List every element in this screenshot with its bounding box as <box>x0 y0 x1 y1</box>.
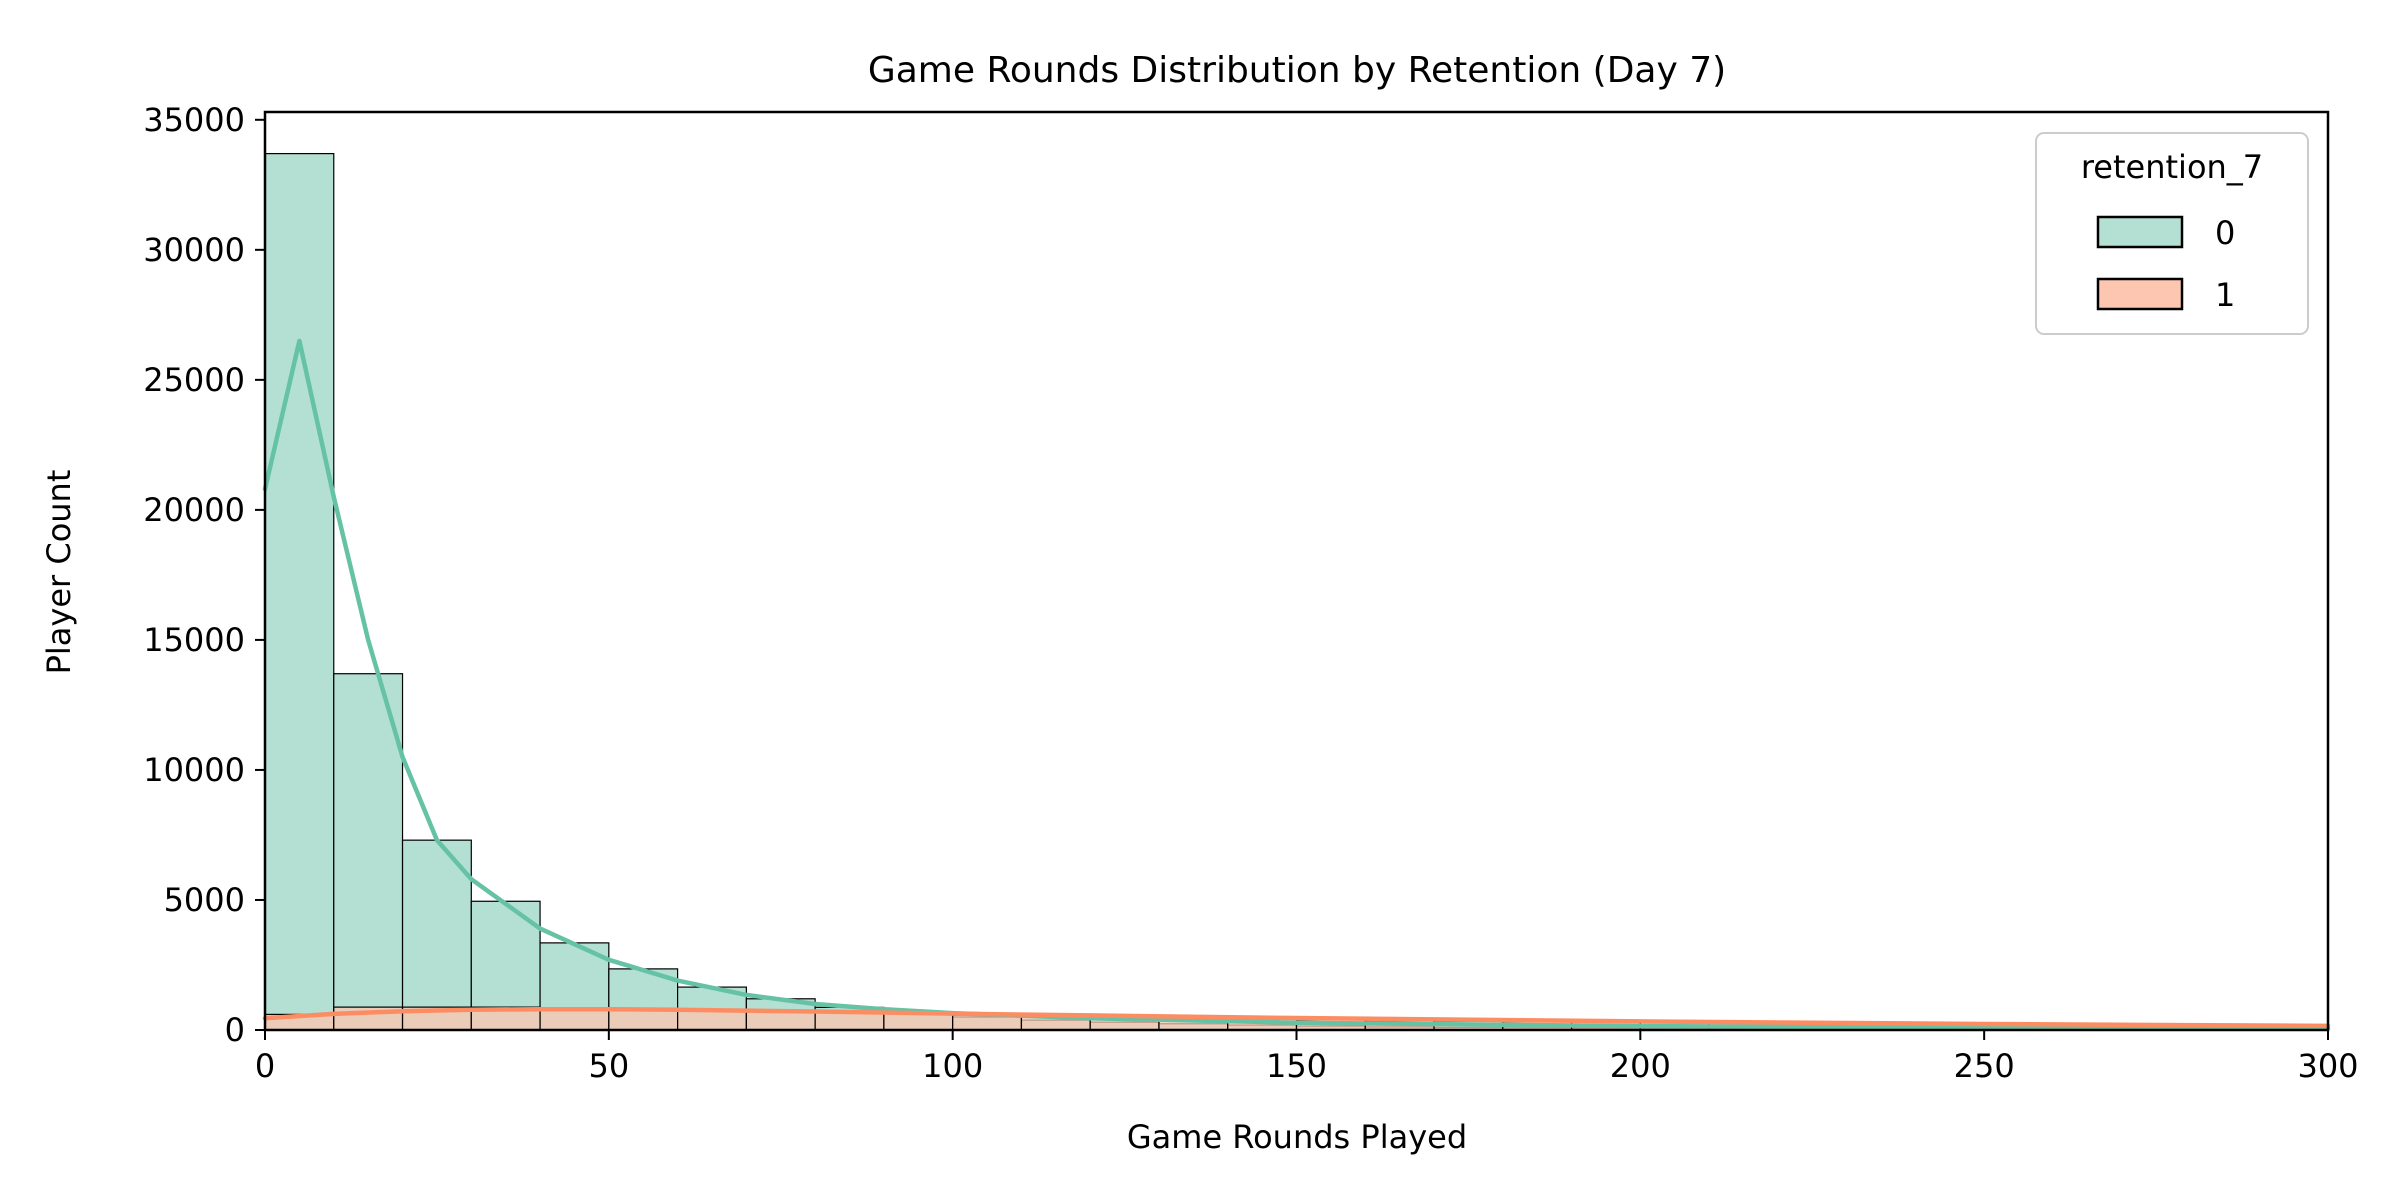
y-tick-label-7: 35000 <box>143 101 245 139</box>
bar-series-0-bin-2 <box>401 839 472 1031</box>
bar-series-1-bin-9 <box>883 1013 954 1031</box>
y-tick-label-4: 20000 <box>143 491 245 529</box>
x-tick-label-1: 50 <box>588 1047 629 1085</box>
chart-title: Game Rounds Distribution by Retention (D… <box>868 50 1726 91</box>
bar-series-0-bin-0 <box>264 153 335 1031</box>
bar-series-1-bin-6 <box>676 1009 747 1031</box>
bar-series-0-bin-1 <box>333 673 404 1031</box>
ticks-layer: 0 50 100 150 200 250 300 0 5000 10000 15000 20000 25… <box>143 101 2358 1085</box>
bars-layer <box>264 153 2329 1031</box>
kde-line-series-1 <box>262 1006 2331 1029</box>
y-axis-label: Player Count <box>40 470 78 675</box>
y-tick-label-5: 25000 <box>143 361 245 399</box>
y-tick-label-0: 0 <box>225 1011 245 1049</box>
x-tick-label-6: 300 <box>2297 1047 2358 1085</box>
x-tick-label-4: 200 <box>1610 1047 1671 1085</box>
x-tick-label-0: 0 <box>255 1047 275 1085</box>
x-tick-label-3: 150 <box>1266 1047 1327 1085</box>
legend: retention_7 0 1 <box>2035 132 2309 335</box>
y-tick-label-3: 15000 <box>143 621 245 659</box>
legend-swatch-1 <box>2096 277 2184 311</box>
kde-line-series-0 <box>262 338 2331 1031</box>
legend-title: retention_7 <box>2081 148 2263 186</box>
y-tick-label-1: 5000 <box>164 881 245 919</box>
legend-label-0: 0 <box>2215 214 2235 252</box>
bar-series-1-bin-8 <box>814 1011 885 1031</box>
y-tick-label-6: 30000 <box>143 231 245 269</box>
x-axis-label: Game Rounds Played <box>1127 1118 1467 1156</box>
y-tick-label-2: 10000 <box>143 751 245 789</box>
bar-series-1-bin-7 <box>745 1010 816 1031</box>
x-tick-label-5: 250 <box>1954 1047 2015 1085</box>
x-tick-label-2: 100 <box>922 1047 983 1085</box>
legend-label-1: 1 <box>2215 276 2235 314</box>
legend-swatch-0 <box>2096 215 2184 249</box>
plot-frame <box>263 110 2330 1032</box>
kde-layer <box>262 338 2331 1031</box>
